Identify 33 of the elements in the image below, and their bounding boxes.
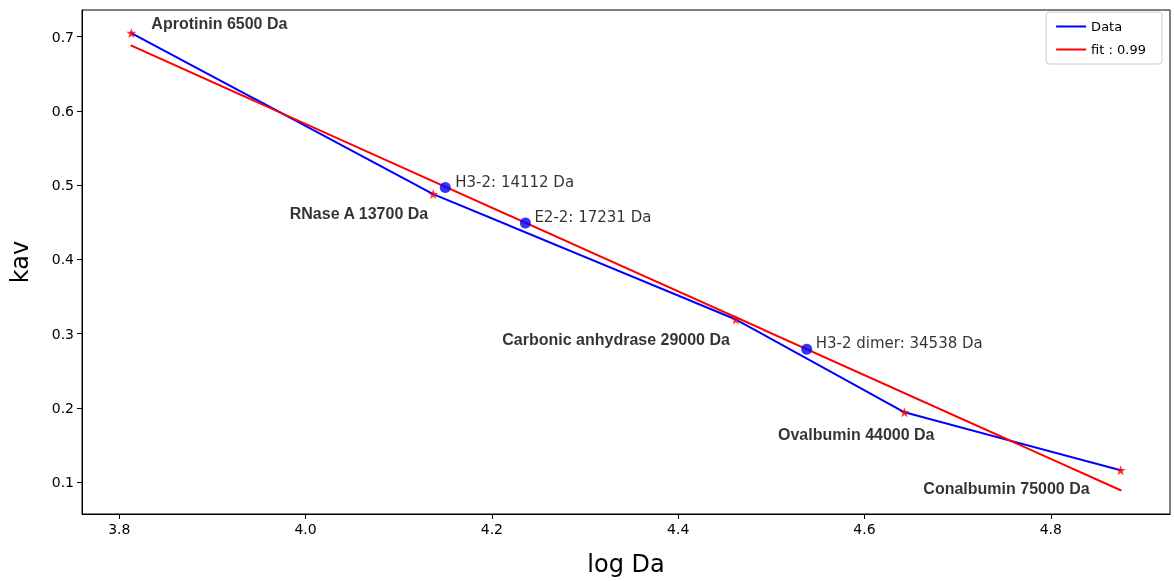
- data-label: Ovalbumin 44000 Da: [778, 425, 935, 443]
- data-label: Carbonic anhydrase 29000 Da: [502, 331, 731, 349]
- x-tick-label: 3.8: [108, 521, 131, 537]
- data-label: H3-2 dimer: 34538 Da: [815, 334, 983, 353]
- y-tick-label: 0.2: [51, 399, 74, 416]
- y-tick-label: 0.7: [51, 28, 74, 45]
- point: [899, 407, 910, 418]
- x-axis-title: log Da: [587, 550, 665, 578]
- data-label: H3-2: 14112 Da: [455, 173, 575, 192]
- legend-label: Data: [1091, 19, 1123, 34]
- x-tick-label: 4.2: [480, 521, 503, 537]
- point: [730, 314, 741, 325]
- point: [1115, 465, 1126, 476]
- legend-label: fit : 0.99: [1091, 42, 1147, 57]
- x-tick-label: 4.6: [853, 521, 876, 537]
- x-tick-label: 4.4: [667, 521, 690, 537]
- y-tick-label: 0.3: [51, 325, 74, 342]
- y-axis-title: kav: [6, 240, 34, 284]
- point: [801, 343, 813, 355]
- data-label: Conalbumin 75000 Da: [923, 479, 1090, 497]
- y-tick-label: 0.6: [51, 102, 75, 119]
- x-tick-label: 4.8: [1039, 521, 1062, 537]
- point: [126, 28, 137, 39]
- point: [519, 217, 531, 229]
- point: [428, 189, 439, 200]
- x-tick-label: 4.0: [294, 521, 317, 537]
- y-tick-label: 0.5: [51, 177, 74, 194]
- y-tick-label: 0.1: [51, 474, 74, 491]
- data-label: RNase A 13700 Da: [289, 204, 429, 222]
- y-tick-label: 0.4: [51, 251, 75, 268]
- data-label: Aprotinin 6500 Da: [151, 14, 288, 32]
- point: [439, 181, 451, 193]
- data-label: E2-2: 17231 Da: [534, 208, 652, 227]
